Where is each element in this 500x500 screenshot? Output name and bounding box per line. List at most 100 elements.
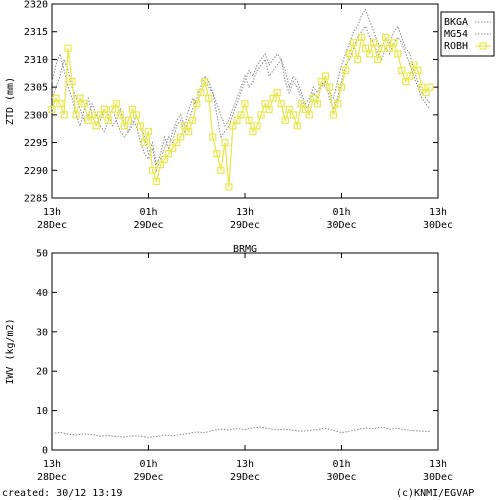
data-point bbox=[128, 105, 136, 113]
data-point bbox=[285, 105, 293, 113]
data-point bbox=[76, 94, 84, 102]
series-mg54 bbox=[51, 25, 431, 173]
legend-label: BKGA bbox=[444, 17, 468, 28]
data-point bbox=[60, 111, 68, 119]
data-point bbox=[337, 83, 346, 91]
legend-label: ROBH bbox=[444, 41, 468, 52]
data-point bbox=[317, 77, 325, 86]
data-point bbox=[225, 183, 233, 191]
y-tick-label: 2285 bbox=[24, 194, 48, 205]
y-tick-label: 30 bbox=[36, 327, 48, 338]
data-point bbox=[350, 39, 358, 47]
data-point bbox=[144, 127, 153, 136]
data-point bbox=[345, 50, 354, 58]
data-point bbox=[100, 105, 108, 113]
data-point bbox=[237, 111, 245, 119]
x-tick-date-label: 29Dec bbox=[230, 472, 260, 483]
data-point bbox=[136, 122, 145, 130]
data-point bbox=[92, 122, 100, 130]
data-point bbox=[181, 122, 189, 130]
y-tick-label: 10 bbox=[36, 406, 48, 417]
y-tick-label: 0 bbox=[42, 446, 48, 457]
data-point bbox=[221, 139, 229, 147]
data-point bbox=[253, 122, 261, 130]
data-point bbox=[289, 111, 297, 119]
data-point bbox=[257, 111, 265, 119]
x-tick-label: 13h bbox=[429, 459, 447, 470]
data-point bbox=[201, 77, 209, 86]
x-tick-date-label: 29Dec bbox=[133, 220, 163, 231]
x-tick-label: 13h bbox=[429, 207, 447, 218]
y-tick-label: 2320 bbox=[24, 0, 48, 11]
data-point bbox=[161, 155, 169, 163]
data-point bbox=[189, 116, 197, 125]
series-iwv bbox=[51, 426, 431, 438]
data-point bbox=[152, 177, 161, 185]
data-point bbox=[205, 94, 213, 102]
y-tick-label: 2300 bbox=[24, 110, 48, 121]
data-point bbox=[309, 94, 317, 102]
x-tick-label: 13h bbox=[236, 459, 254, 470]
data-point bbox=[402, 77, 410, 86]
data-point bbox=[386, 44, 394, 52]
data-point bbox=[390, 39, 398, 47]
data-point bbox=[173, 139, 181, 147]
series-line bbox=[51, 8, 431, 167]
data-point bbox=[177, 133, 185, 141]
data-point bbox=[366, 50, 374, 58]
x-tick-date-label: 30Dec bbox=[423, 472, 453, 483]
data-point bbox=[104, 116, 112, 125]
data-point bbox=[120, 122, 129, 130]
series-line bbox=[51, 426, 431, 438]
data-point bbox=[157, 161, 165, 169]
data-point bbox=[112, 100, 120, 108]
x-tick-date-label: 28Dec bbox=[37, 472, 67, 483]
data-point bbox=[422, 89, 430, 97]
data-point bbox=[293, 122, 301, 130]
data-point bbox=[80, 100, 88, 108]
y-tick-label: 50 bbox=[36, 249, 48, 260]
data-point bbox=[88, 111, 96, 119]
data-point bbox=[414, 66, 422, 75]
data-point bbox=[398, 66, 406, 75]
data-point bbox=[217, 166, 225, 174]
data-point bbox=[48, 105, 56, 113]
data-point bbox=[362, 44, 370, 52]
data-point bbox=[72, 111, 80, 119]
data-point bbox=[418, 83, 426, 91]
y-tick-label: 2310 bbox=[24, 55, 48, 66]
created-timestamp: created: 30/12 13:19 bbox=[2, 488, 123, 499]
y-axis-label: ZTD (mm) bbox=[5, 77, 16, 125]
x-tick-label: 13h bbox=[236, 207, 254, 218]
legend-label: MG54 bbox=[444, 29, 468, 40]
x-tick-date-label: 30Dec bbox=[326, 220, 356, 231]
data-point bbox=[213, 150, 221, 158]
data-point bbox=[297, 100, 305, 108]
data-point bbox=[426, 83, 434, 91]
series-line bbox=[51, 25, 431, 173]
y-tick-label: 2295 bbox=[24, 138, 48, 149]
data-point bbox=[378, 44, 386, 52]
data-point bbox=[354, 55, 362, 64]
chart-panel-2: 0 10 20 30 40 50 13h 28Dec 01h 29Dec 13h 29Dec 01h 30… bbox=[5, 244, 453, 483]
data-point bbox=[197, 89, 205, 97]
copyright-credit: (c)KNMI/EGVAP bbox=[396, 488, 475, 499]
data-point bbox=[241, 100, 249, 108]
series-bkga bbox=[51, 8, 431, 167]
x-tick-date-label: 30Dec bbox=[423, 220, 453, 231]
y-axis-label: IWV (kg/m2) bbox=[5, 318, 16, 384]
data-point bbox=[313, 100, 321, 108]
data-point bbox=[249, 127, 257, 136]
data-point bbox=[229, 122, 237, 130]
data-point bbox=[269, 94, 277, 102]
data-point bbox=[132, 111, 140, 119]
data-point bbox=[116, 111, 125, 119]
y-tick-label: 2305 bbox=[24, 83, 48, 94]
data-point bbox=[370, 39, 378, 47]
data-point bbox=[341, 66, 350, 75]
x-tick-date-label: 28Dec bbox=[37, 220, 67, 231]
x-tick-label: 01h bbox=[139, 207, 157, 218]
data-point bbox=[64, 44, 72, 52]
data-point bbox=[108, 105, 116, 113]
